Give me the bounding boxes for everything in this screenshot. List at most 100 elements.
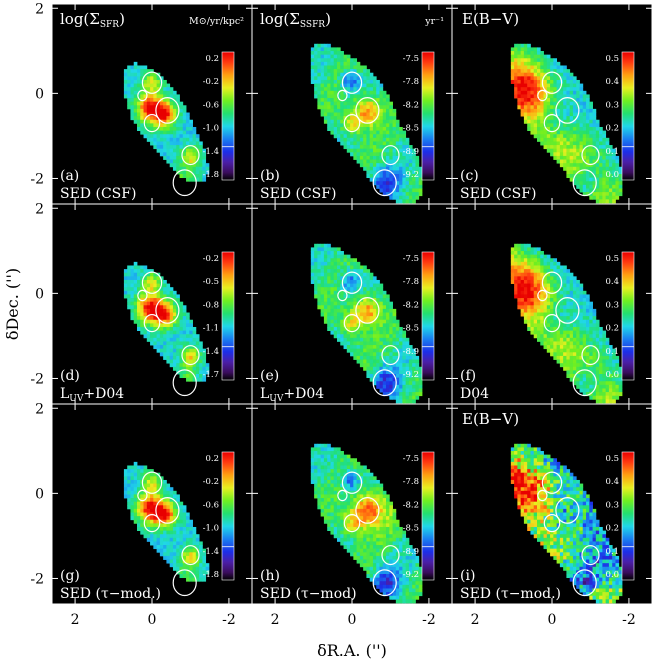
heatmap-pixel	[520, 69, 525, 74]
heatmap-pixel	[317, 469, 322, 474]
heatmap-pixel	[576, 374, 580, 379]
heatmap-pixel	[172, 159, 177, 164]
heatmap-pixel	[192, 355, 197, 360]
heatmap-pixel	[314, 465, 318, 470]
heatmap-pixel	[589, 312, 593, 317]
heatmap-pixel	[330, 290, 335, 295]
heatmap-pixel	[140, 83, 144, 88]
heatmap-pixel	[327, 465, 331, 470]
heatmap-pixel	[199, 352, 203, 357]
heatmap-pixel	[146, 287, 151, 292]
heatmap-pixel	[405, 170, 410, 175]
heatmap-pixel	[163, 512, 167, 517]
heatmap-pixel	[563, 126, 567, 131]
heatmap-pixel	[179, 312, 184, 317]
heatmap-pixel	[337, 498, 341, 503]
heatmap-pixel	[205, 166, 210, 171]
heatmap-pixel	[330, 51, 335, 56]
heatmap-pixel	[392, 195, 397, 200]
heatmap-pixel	[166, 298, 171, 303]
heatmap-pixel	[127, 101, 131, 106]
heatmap-pixel	[389, 384, 393, 389]
heatmap-pixel	[569, 166, 574, 171]
heatmap-pixel	[405, 188, 410, 193]
heatmap-pixel	[363, 341, 367, 346]
heatmap-pixel	[133, 283, 138, 288]
heatmap-pixel	[182, 512, 187, 517]
heatmap-pixel	[343, 276, 348, 281]
heatmap-pixel	[379, 123, 384, 128]
heatmap-pixel	[399, 184, 403, 189]
heatmap-pixel	[153, 83, 158, 88]
heatmap-pixel	[156, 126, 161, 131]
heatmap-pixel	[579, 126, 584, 131]
heatmap-pixel	[382, 377, 387, 382]
heatmap-pixel	[146, 298, 151, 303]
heatmap-pixel	[186, 359, 190, 364]
heatmap-pixel	[572, 159, 577, 164]
heatmap-pixel	[343, 312, 348, 317]
heatmap-pixel	[137, 498, 141, 503]
heatmap-pixel	[186, 523, 190, 528]
heatmap-pixel	[589, 108, 593, 113]
heatmap-pixel	[517, 305, 522, 310]
heatmap-pixel	[527, 116, 531, 121]
heatmap-pixel	[402, 395, 407, 400]
heatmap-pixel	[172, 330, 177, 335]
heatmap-pixel	[363, 294, 367, 299]
heatmap-pixel	[533, 134, 538, 139]
heatmap-pixel	[582, 188, 587, 193]
heatmap-pixel	[169, 552, 174, 557]
heatmap-pixel	[333, 58, 338, 63]
heatmap-pixel	[156, 523, 161, 528]
heatmap-pixel	[346, 272, 351, 277]
heatmap-pixel	[402, 195, 407, 200]
heatmap-pixel	[356, 308, 361, 313]
heatmap-pixel	[169, 516, 174, 521]
heatmap-pixel	[372, 148, 377, 153]
heatmap-pixel	[602, 399, 607, 404]
heatmap-pixel	[323, 298, 328, 303]
heatmap-pixel	[359, 159, 364, 164]
heatmap-pixel	[369, 345, 374, 350]
heatmap-pixel	[330, 276, 335, 281]
heatmap-pixel	[563, 72, 567, 77]
heatmap-pixel	[163, 526, 167, 531]
heatmap-pixel	[192, 348, 197, 353]
heatmap-pixel	[346, 312, 351, 317]
heatmap-pixel	[550, 258, 554, 263]
heatmap-pixel	[163, 530, 167, 535]
heatmap-pixel	[333, 90, 338, 95]
heatmap-pixel	[343, 279, 348, 284]
heatmap-pixel	[340, 334, 344, 339]
heatmap-pixel	[415, 166, 420, 171]
heatmap-pixel	[137, 83, 141, 88]
heatmap-pixel	[150, 326, 154, 331]
heatmap-pixel	[533, 76, 538, 81]
heatmap-pixel	[395, 323, 400, 328]
heatmap-pixel	[576, 155, 580, 160]
heatmap-pixel	[392, 363, 397, 368]
heatmap-pixel	[317, 298, 322, 303]
heatmap-pixel	[530, 108, 535, 113]
heatmap-pixel	[415, 374, 420, 379]
heatmap-pixel	[543, 308, 548, 313]
heatmap-pixel	[320, 108, 325, 113]
heatmap-pixel	[572, 137, 577, 142]
heatmap-pixel	[382, 105, 387, 110]
heatmap-pixel	[392, 366, 397, 371]
heatmap-pixel	[599, 134, 603, 139]
colorbar-tick-label: -8.5	[403, 124, 419, 134]
heatmap-pixel	[530, 269, 535, 274]
heatmap-pixel	[582, 337, 587, 342]
heatmap-pixel	[402, 134, 407, 139]
heatmap-pixel	[320, 47, 325, 52]
heatmap-pixel	[556, 305, 561, 310]
heatmap-pixel	[353, 330, 358, 335]
heatmap-pixel	[527, 69, 531, 74]
heatmap-pixel	[386, 363, 390, 368]
heatmap-pixel	[333, 98, 338, 103]
heatmap-pixel	[166, 152, 171, 157]
heatmap-pixel	[546, 283, 551, 288]
heatmap-pixel	[327, 526, 331, 531]
